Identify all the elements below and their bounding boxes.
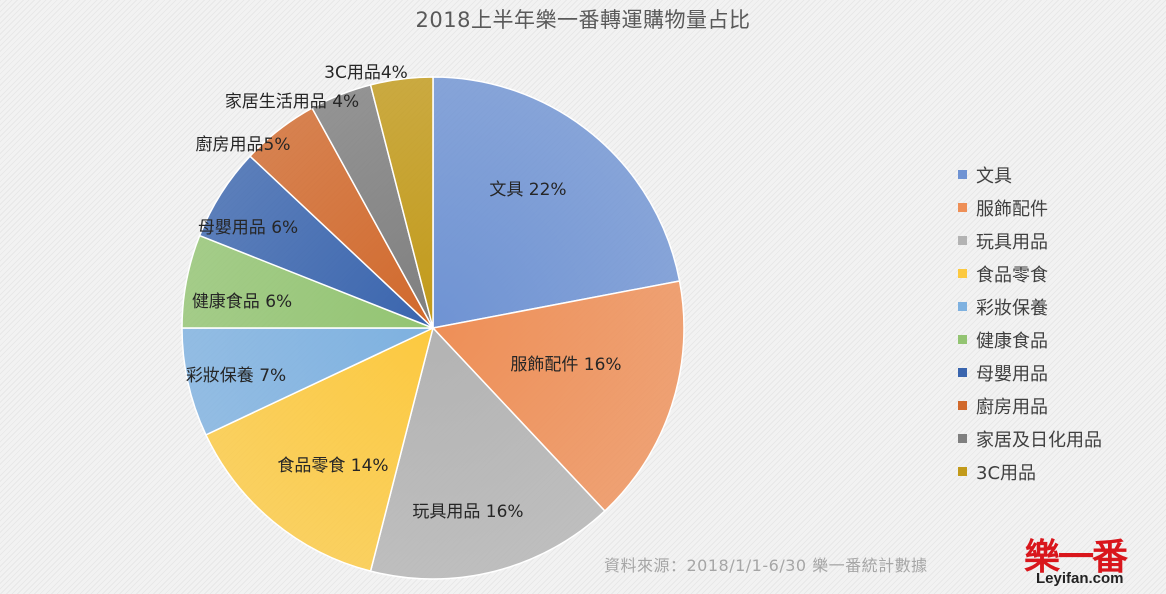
- chart-title: 2018上半年樂一番轉運購物量占比: [415, 8, 751, 32]
- legend-swatch: [958, 203, 967, 212]
- legend-swatch: [958, 269, 967, 278]
- legend-swatch: [958, 434, 967, 443]
- legend-label: 彩妝保養: [976, 297, 1048, 319]
- legend-swatch: [958, 401, 967, 410]
- legend-swatch: [958, 368, 967, 377]
- source-note: 資料來源：2018/1/1-6/30 樂一番統計數據: [604, 556, 928, 575]
- chart-legend: 文具服飾配件玩具用品食品零食彩妝保養健康食品母嬰用品廚房用品家居及日化用品 3C用…: [958, 158, 1158, 488]
- slice-data-label-4: 食品零食 14%: [277, 456, 388, 476]
- legend-item-3: 玩具用品: [958, 224, 1158, 257]
- legend-label: 3C用品: [976, 462, 1037, 484]
- legend-item-2: 服飾配件: [958, 191, 1158, 224]
- legend-swatch: [958, 170, 967, 179]
- slice-data-label-3: 玩具用品 16%: [412, 502, 523, 522]
- legend-item-9: 家居及日化用品: [958, 422, 1158, 455]
- pie-slice-10: [369, 76, 434, 329]
- legend-swatch: [958, 302, 967, 311]
- slice-data-label-7: 母嬰用品 6%: [198, 218, 298, 238]
- pie-slice-1: [432, 76, 681, 329]
- legend-label: 廚房用品: [976, 396, 1048, 418]
- legend-item-1: 文具: [958, 158, 1158, 191]
- legend-item-4: 食品零食: [958, 257, 1158, 290]
- legend-label: 玩具用品: [976, 231, 1048, 253]
- pie-slice-2: [431, 280, 685, 513]
- legend-label: 文具: [976, 165, 1012, 187]
- pie-slice-4: [204, 326, 435, 573]
- legend-item-10: 3C用品: [958, 455, 1158, 488]
- legend-item-7: 母嬰用品: [958, 356, 1158, 389]
- slice-data-label-1: 文具 22%: [489, 180, 566, 200]
- legend-swatch: [958, 467, 967, 476]
- slice-data-label-5: 彩妝保養 7%: [186, 366, 286, 386]
- slice-data-label-6: 健康食品 6%: [192, 292, 292, 312]
- leyifan-logo: 樂一番 Leyifan.com: [1016, 528, 1156, 590]
- pie-slice-5: [181, 327, 434, 436]
- legend-item-5: 彩妝保養: [958, 290, 1158, 323]
- legend-item-8: 廚房用品: [958, 389, 1158, 422]
- legend-label: 母嬰用品: [976, 363, 1048, 385]
- slice-data-label-10: 3C用品4%: [324, 63, 408, 83]
- slice-data-label-2: 服飾配件 16%: [510, 355, 621, 375]
- legend-label: 服飾配件: [976, 198, 1048, 220]
- logo-site-text: Leyifan.com: [1036, 570, 1124, 587]
- legend-label: 家居及日化用品: [976, 429, 1102, 451]
- logo-mark: 樂一番: [1024, 536, 1128, 578]
- legend-label: 食品零食: [976, 264, 1048, 286]
- slice-data-label-8: 廚房用品5%: [196, 134, 291, 155]
- legend-swatch: [958, 236, 967, 245]
- legend-swatch: [958, 335, 967, 344]
- legend-label: 健康食品: [976, 330, 1048, 352]
- slice-data-label-9: 家居生活用品 4%: [225, 92, 359, 112]
- legend-item-6: 健康食品: [958, 323, 1158, 356]
- pie-slice-3: [369, 326, 606, 580]
